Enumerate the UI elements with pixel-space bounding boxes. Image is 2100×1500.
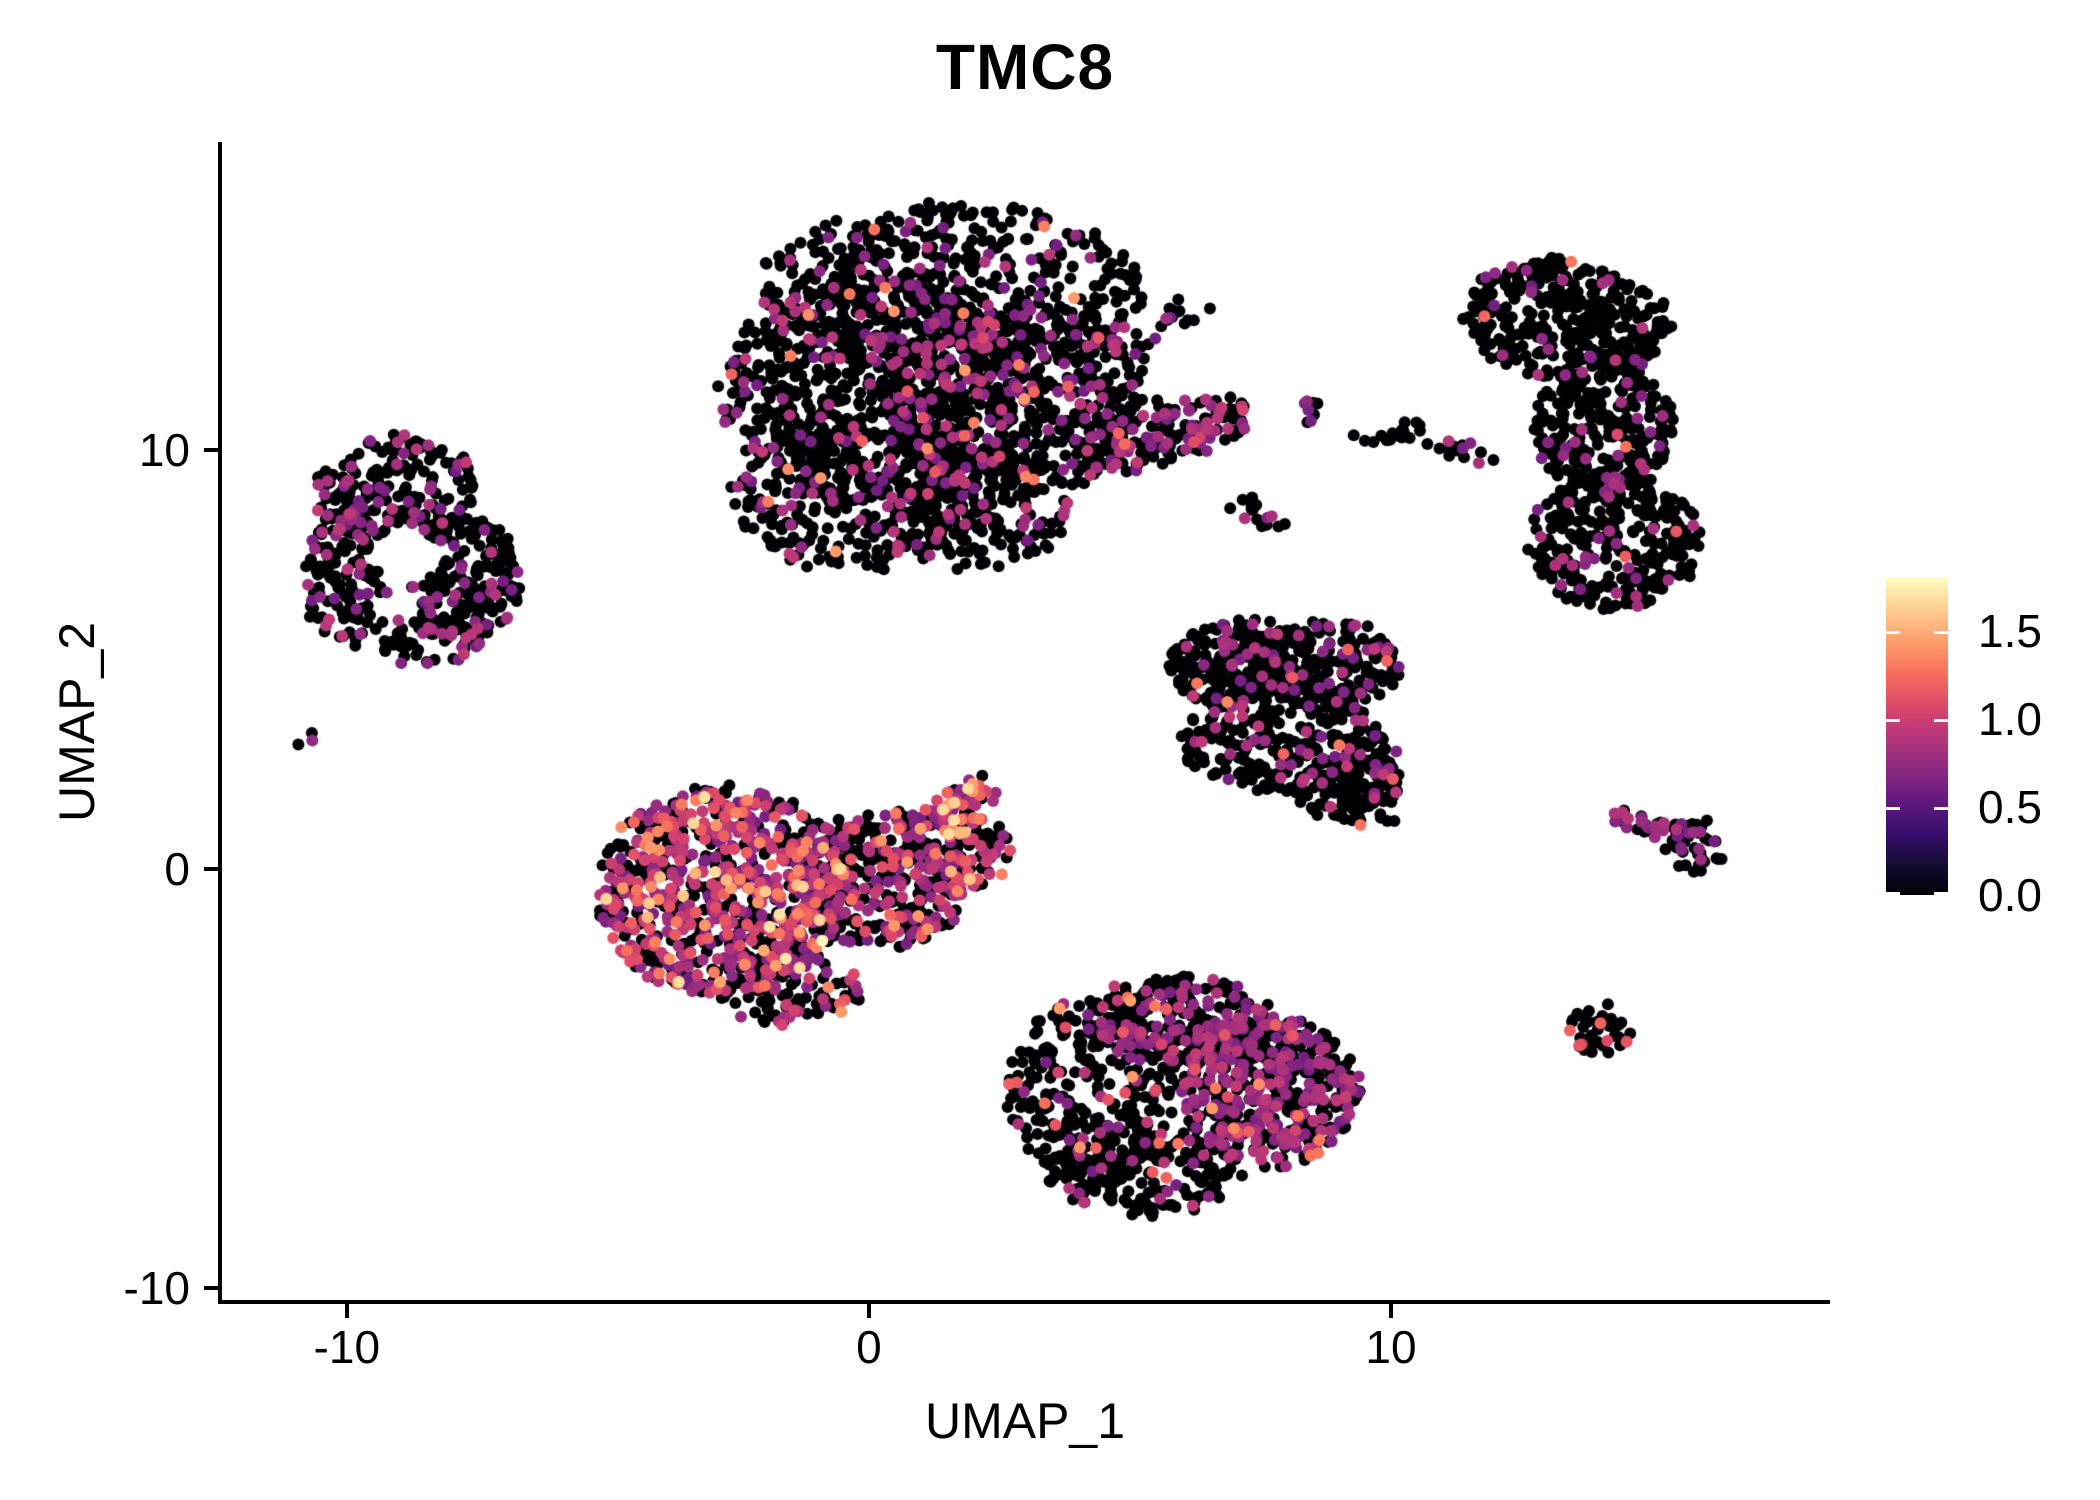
x-tick-mark (866, 1304, 871, 1318)
legend-tick-mark (1934, 631, 1948, 635)
legend-tick-mark (1886, 807, 1900, 811)
y-axis-title: UMAP_2 (49, 621, 105, 823)
y-tick-mark (204, 448, 218, 453)
legend-tick-label: 1.5 (1978, 605, 2042, 658)
chart-title: TMC8 (935, 31, 1115, 103)
legend-tick-label: 0.5 (1978, 781, 2042, 834)
legend-tick-label: 1.0 (1978, 693, 2042, 746)
legend-tick-mark (1886, 892, 1900, 895)
legend-tick-mark (1934, 719, 1948, 723)
x-tick-mark (344, 1304, 349, 1318)
legend-tick-label: 0.0 (1978, 869, 2042, 921)
x-axis-line (218, 1300, 1830, 1304)
x-tick-mark (1388, 1304, 1393, 1318)
legend-tick-mark (1886, 719, 1900, 723)
color-legend-gradient-bar (1886, 577, 1948, 895)
y-tick-label: 10 (138, 424, 190, 477)
y-tick-label: 0 (164, 843, 190, 896)
y-tick-mark (204, 867, 218, 872)
legend-tick-mark (1934, 892, 1948, 895)
y-tick-mark (204, 1286, 218, 1291)
x-tick-label: 0 (856, 1321, 882, 1373)
y-axis-line (218, 142, 222, 1304)
umap-scatter-canvas (222, 142, 1828, 1302)
x-tick-label: -10 (313, 1321, 381, 1373)
legend-tick-mark (1934, 807, 1948, 811)
x-axis-title: UMAP_1 (924, 1393, 1126, 1449)
y-tick-label: -10 (123, 1262, 190, 1315)
legend-tick-mark (1886, 631, 1900, 635)
x-tick-label: 10 (1365, 1321, 1417, 1373)
